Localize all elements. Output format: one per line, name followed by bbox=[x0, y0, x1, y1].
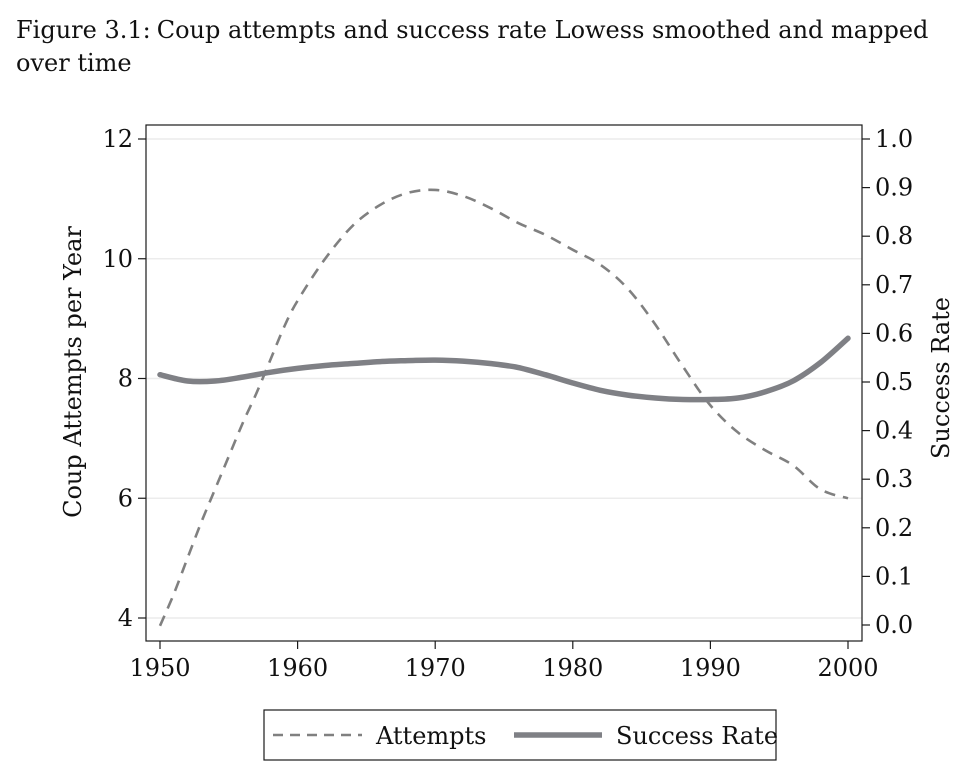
x-tick-label: 2000 bbox=[817, 654, 878, 682]
x-tick-label: 1960 bbox=[267, 654, 328, 682]
series-line-attempts bbox=[158, 188, 849, 627]
y2-tick-label: 0.8 bbox=[875, 222, 913, 250]
legend: Attempts Success Rate bbox=[263, 709, 778, 761]
legend-label-success-rate: Success Rate bbox=[616, 722, 778, 750]
y2-axis-label: Success Rate bbox=[927, 297, 955, 459]
figure-caption: Figure 3.1: Coup attempts and success rat… bbox=[16, 14, 956, 80]
legend-label-attempts: Attempts bbox=[375, 722, 486, 750]
y2-tick-label: 0.5 bbox=[875, 368, 913, 396]
y2-tick-label: 0.2 bbox=[875, 514, 913, 542]
y2-tick-label: 0.3 bbox=[875, 465, 913, 493]
x-tick-label: 1990 bbox=[680, 654, 741, 682]
figure-caption-text: Coup attempts and success rate Lowess sm… bbox=[16, 16, 929, 77]
x-tick-label: 1950 bbox=[129, 654, 190, 682]
y2-tick-label: 1.0 bbox=[875, 125, 913, 153]
x-tick-label: 1970 bbox=[405, 654, 466, 682]
y2-tick-label: 0.9 bbox=[875, 174, 913, 202]
y2-tick-label: 0.7 bbox=[875, 271, 913, 299]
y-tick-label: 12 bbox=[102, 125, 133, 153]
x-tick-label: 1980 bbox=[542, 654, 603, 682]
gridlines bbox=[146, 138, 862, 619]
y-tick-label: 4 bbox=[118, 604, 133, 632]
y-tick-label: 8 bbox=[118, 365, 133, 393]
y2-tick-label: 0.4 bbox=[875, 417, 913, 445]
series-group bbox=[157, 188, 851, 627]
y-axis-label: Coup Attempts per Year bbox=[59, 226, 87, 518]
series-line-success-rate bbox=[157, 335, 851, 403]
y-tick-label: 10 bbox=[102, 245, 133, 273]
plot-frame bbox=[145, 124, 863, 642]
axes: 4 6 8 10 12 0.0 0.1 0.2 0.3 0.4 0.5 0.6 0.7 0.8 0.9 1.0… bbox=[102, 125, 913, 682]
y2-tick-label: 0.1 bbox=[875, 562, 913, 590]
y2-tick-label: 0.0 bbox=[875, 611, 913, 639]
y-tick-label: 6 bbox=[118, 484, 133, 512]
y2-tick-label: 0.6 bbox=[875, 319, 913, 347]
figure-label: Figure 3.1: bbox=[16, 16, 151, 44]
